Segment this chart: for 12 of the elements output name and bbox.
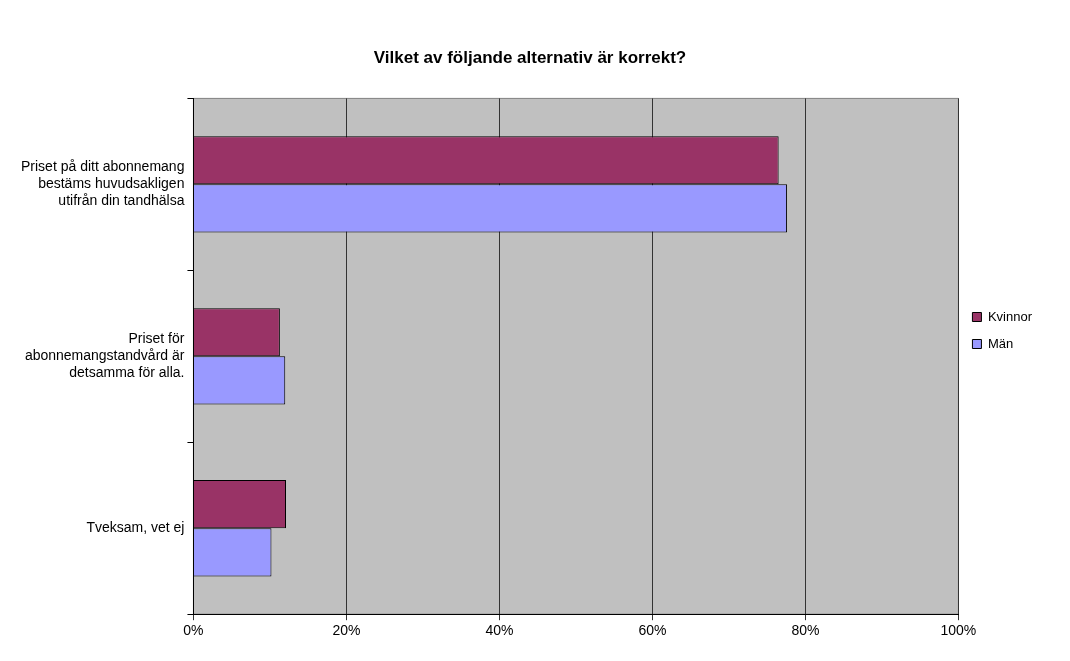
y-tick-label: Priset för abonnemangstandvård är detsamma för alla. — [24, 330, 185, 380]
x-tick-label: 80% — [791, 622, 820, 639]
y-tick-label: Tveksam, vet ej — [86, 519, 185, 536]
chart-title: Vilket av följande alternativ är korrekt? — [373, 47, 687, 67]
legend-label: Kvinnor — [987, 308, 1033, 324]
y-tick-label: Priset på ditt abonnemang bestäms huvudsakligen utifrån din tandhälsa — [20, 158, 185, 209]
x-tick-label: 20% — [332, 622, 361, 639]
legend-label: Män — [987, 335, 1014, 351]
x-tick-label: 60% — [638, 622, 667, 639]
x-tick-label: 0% — [183, 622, 204, 639]
x-tick-label: 40% — [485, 622, 514, 639]
x-tick-label: 100% — [940, 622, 977, 639]
